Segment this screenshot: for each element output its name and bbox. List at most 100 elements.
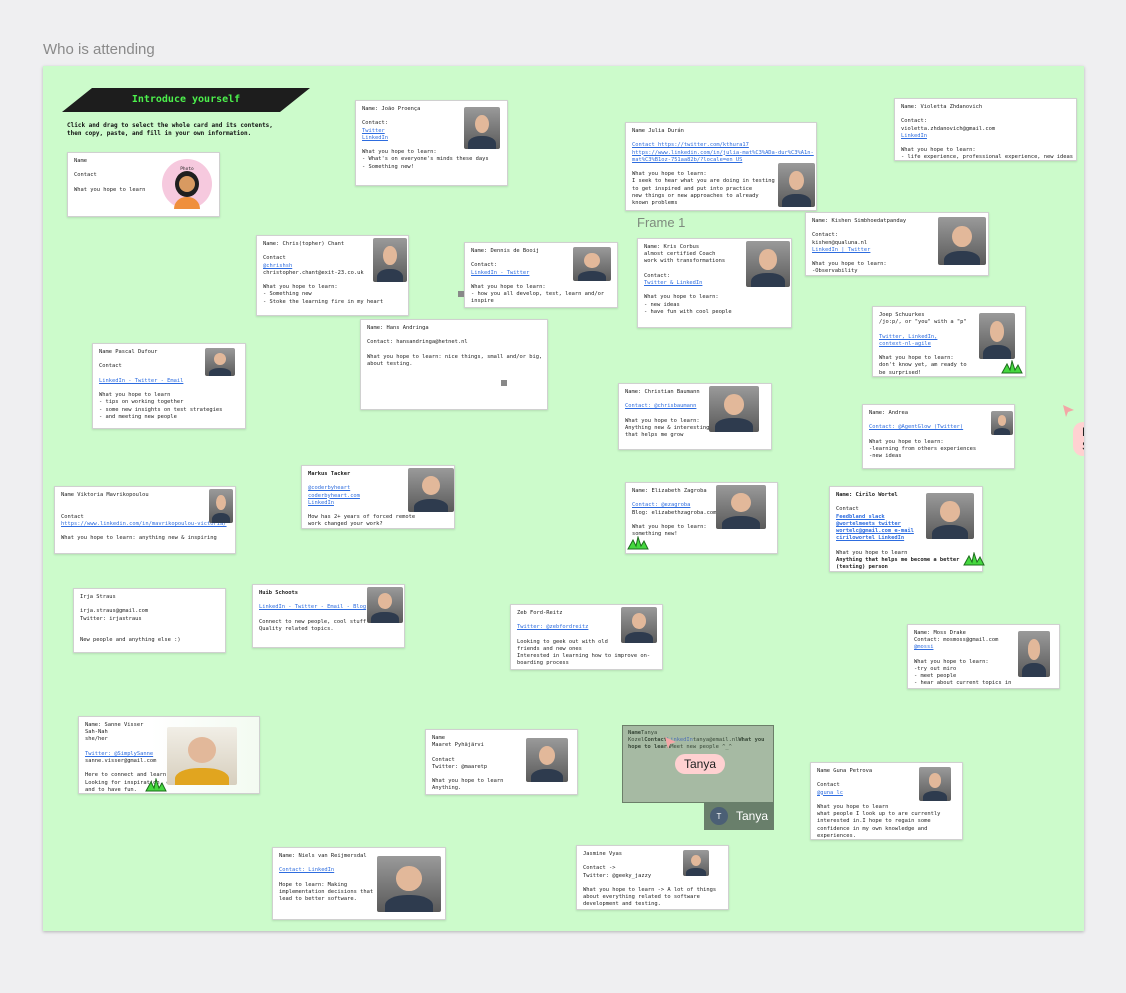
card-line <box>879 348 981 355</box>
attendee-card-pascal[interactable]: Name Pascal Dufour Contact LinkedIn - Twit… <box>92 343 246 429</box>
card-line[interactable]: Twitter & LinkedIn <box>644 280 703 286</box>
attendee-card-hans[interactable]: Name: Hans Andringa Contact: hansandringa… <box>360 319 548 410</box>
card-line[interactable]: LinkedIn - Twitter - Email - Blog <box>259 604 367 611</box>
attendee-card-markus[interactable]: Markus Tacker @coderbyheart coderbyheart.c… <box>301 465 455 529</box>
card-line[interactable]: Twitter: @SimplySanne <box>85 750 154 757</box>
card-line: What you hope to learn <box>817 803 889 810</box>
avatar-face <box>396 866 422 891</box>
attendee-card-maaret[interactable]: Name Maaret Pyhäjärvi Contact Twitter: @maa… <box>425 729 578 795</box>
attendee-card-andrea[interactable]: Name: Andrea Contact: @AgentGlow (Twitter… <box>862 404 1015 469</box>
card-line[interactable]: Twitter: @zebfordreitz <box>517 624 589 631</box>
card-line[interactable]: LinkedIn | Twitter <box>812 246 871 253</box>
avatar-face <box>952 225 972 247</box>
card-line[interactable]: @chrishsh <box>263 262 293 269</box>
attendee-card-julia[interactable]: Name Julia Durán Contact https://twitter.… <box>625 122 817 211</box>
resize-handle[interactable] <box>458 291 464 297</box>
attendee-card-moss[interactable]: Name: Moss Drake Contact: mosmoss@gmail.c… <box>907 624 1060 689</box>
card-line <box>80 601 219 608</box>
card-line[interactable]: @wortelmeets twitter <box>836 520 901 527</box>
card-line[interactable]: wortelc@gmail.com e-mail <box>836 528 914 534</box>
presence-name: Tanya <box>736 809 769 823</box>
attendee-card-huib[interactable]: Huib Schoots LinkedIn - Twitter - Email -… <box>252 584 405 648</box>
card-line[interactable]: https://www.linkedin.com/in/julia-mat%C3… <box>632 149 814 156</box>
card-line[interactable]: @guna_lc <box>817 789 843 796</box>
attendee-card-irja[interactable]: Irja Straus irja.straus@gmail.com Twitter:… <box>73 588 226 653</box>
card-line[interactable]: @mossi <box>914 644 934 651</box>
template-card[interactable]: Name Contact What you hope to learn Phot… <box>67 152 220 217</box>
attendee-card-cirilo[interactable]: Name: Cirilo Wortel Contact Feedbland slac… <box>829 486 983 572</box>
card-line[interactable]: context-nl-agile <box>879 340 931 347</box>
card-line[interactable]: LinkedIn <box>901 132 927 139</box>
card-line[interactable]: LinkedIn - Twitter - Email <box>99 377 184 384</box>
avatar-body <box>751 273 785 287</box>
card-line[interactable]: Contact: @AgentGlow (Twitter) <box>869 424 964 431</box>
cursor-label-huib: Huib Sch <box>1073 422 1084 456</box>
card-line <box>80 623 219 630</box>
attendee-card-violetta[interactable]: Name: Violetta Zhdanovich Contact: violett… <box>894 98 1077 161</box>
instructions-line-1: Click and drag to select the whole card … <box>67 122 273 129</box>
card-line: What you hope to learn <box>99 392 171 399</box>
card-line: Name Pascal Dufour <box>99 349 158 355</box>
card-line: New people and anything else :) <box>80 637 181 644</box>
avatar-photo <box>938 217 986 265</box>
card-line: - hear about current topics in <box>914 680 1012 687</box>
avatar-photo <box>167 727 237 785</box>
attendee-card-chris[interactable]: Name: Chris(topher) Chant Contact @chrishs… <box>256 235 409 316</box>
attendee-card-kishen[interactable]: Name: Kishen Simbhoedatpanday Contact: kis… <box>805 212 989 276</box>
card-line <box>817 775 921 782</box>
card-line[interactable]: Twitter, LinkedIn, <box>879 333 938 340</box>
tanya-card[interactable]: NameTanya KozelContactLinkedIntanya@emai… <box>622 725 774 803</box>
template-learn: What you hope to learn <box>74 186 146 193</box>
card-line: Name: Hans Andringa <box>367 325 429 331</box>
card-line[interactable]: coderbyheart.com <box>308 492 360 499</box>
card-line: christopher.chant@exit-23.co.uk <box>263 269 364 276</box>
whiteboard-frame[interactable]: Introduce yourself Click and drag to sel… <box>43 66 1084 931</box>
card-line: What you hope to learn: <box>471 283 546 290</box>
avatar-face <box>731 492 751 513</box>
card-line[interactable]: mat%C3%B1oz-751aa82b/?locale=en_US <box>632 156 743 163</box>
card-line[interactable]: https://www.linkedin.com/in/mavrikopoulo… <box>61 520 227 527</box>
attendee-card-sanne[interactable]: Name: Sanne Visser Sah-Nah she/her Twitter:… <box>78 716 260 794</box>
attendee-card-joep[interactable]: Joep Schuurkes/jo:p/, or "you" with a "p… <box>872 306 1026 377</box>
attendee-card-viktoria[interactable]: Name Viktoria Mavrikopoulou Contact https:… <box>54 486 236 554</box>
attendee-card-guna[interactable]: Name Guna Petrova Contact @guna_lc What you… <box>810 762 963 840</box>
card-line[interactable]: Contact: @chrisbaumann <box>625 403 697 410</box>
avatar-photo <box>373 238 407 282</box>
card-line: Contact <box>99 363 122 370</box>
card-line: What you hope to learn: <box>263 284 338 291</box>
card-line[interactable]: Twitter <box>362 127 385 134</box>
attendee-card-dennis[interactable]: Name: Dennis de Booij Contact: LinkedIn - … <box>464 242 618 308</box>
card-line[interactable]: Contact: LinkedIn <box>279 867 335 874</box>
card-line: new things or new approaches to already <box>632 192 759 199</box>
card-line: Name: Andrea <box>869 410 908 416</box>
attendee-card-zeb[interactable]: Zeb Ford-Reitz Twitter: @zebfordreitz Look… <box>510 604 663 670</box>
card-line: sanne.visser@gmail.com <box>85 758 157 764</box>
card-line[interactable]: LinkedIn <box>362 134 388 141</box>
avatar-photo <box>991 411 1013 435</box>
attendee-card-kris[interactable]: Name: Kris Corbus almost certified Coach w… <box>637 238 792 328</box>
card-line: Huib Schoots <box>259 590 298 596</box>
resize-handle[interactable] <box>501 380 507 386</box>
attendee-card-christian[interactable]: Name: Christian Baumann Contact: @chrisba… <box>618 383 772 450</box>
card-line: Contact -> <box>583 865 616 872</box>
card-line: tanya@email.nl <box>692 737 739 744</box>
card-line[interactable]: @coderbyheart <box>308 485 351 492</box>
card-line: Contact: <box>901 118 927 125</box>
attendee-card-joao[interactable]: Name: João Proença Contact: Twitter LinkedI… <box>355 100 508 186</box>
card-line: Joep Schuurkes <box>879 312 925 318</box>
card-line <box>432 771 528 778</box>
card-line <box>583 858 685 865</box>
attendee-card-elizabeth[interactable]: Name: Elizabeth Zagroba Contact: @ezagrob… <box>625 482 778 554</box>
avatar-face <box>724 394 744 415</box>
card-line[interactable]: Contact https://twitter.com/kthura17 <box>632 142 749 149</box>
attendee-card-jasmine[interactable]: Jasmine Vyas Contact -> Twitter: @geeky_ja… <box>576 845 729 910</box>
card-line: Name: Cirilo Wortel <box>836 492 898 498</box>
card-line[interactable]: Feedbland slack <box>836 513 885 520</box>
card-line: and to have fun. <box>85 786 137 793</box>
card-line[interactable]: Contact: @ezagroba <box>632 502 691 509</box>
card-line[interactable]: cirilowortel LinkedIn <box>836 535 905 542</box>
card-line[interactable]: LinkedIn - Twitter <box>471 269 530 276</box>
card-line[interactable]: LinkedIn <box>308 499 334 506</box>
attendee-card-niels[interactable]: Name: Niels van Reijmersdal Contact: Link… <box>272 847 446 920</box>
card-line: Name: Moss Drake <box>914 630 966 636</box>
